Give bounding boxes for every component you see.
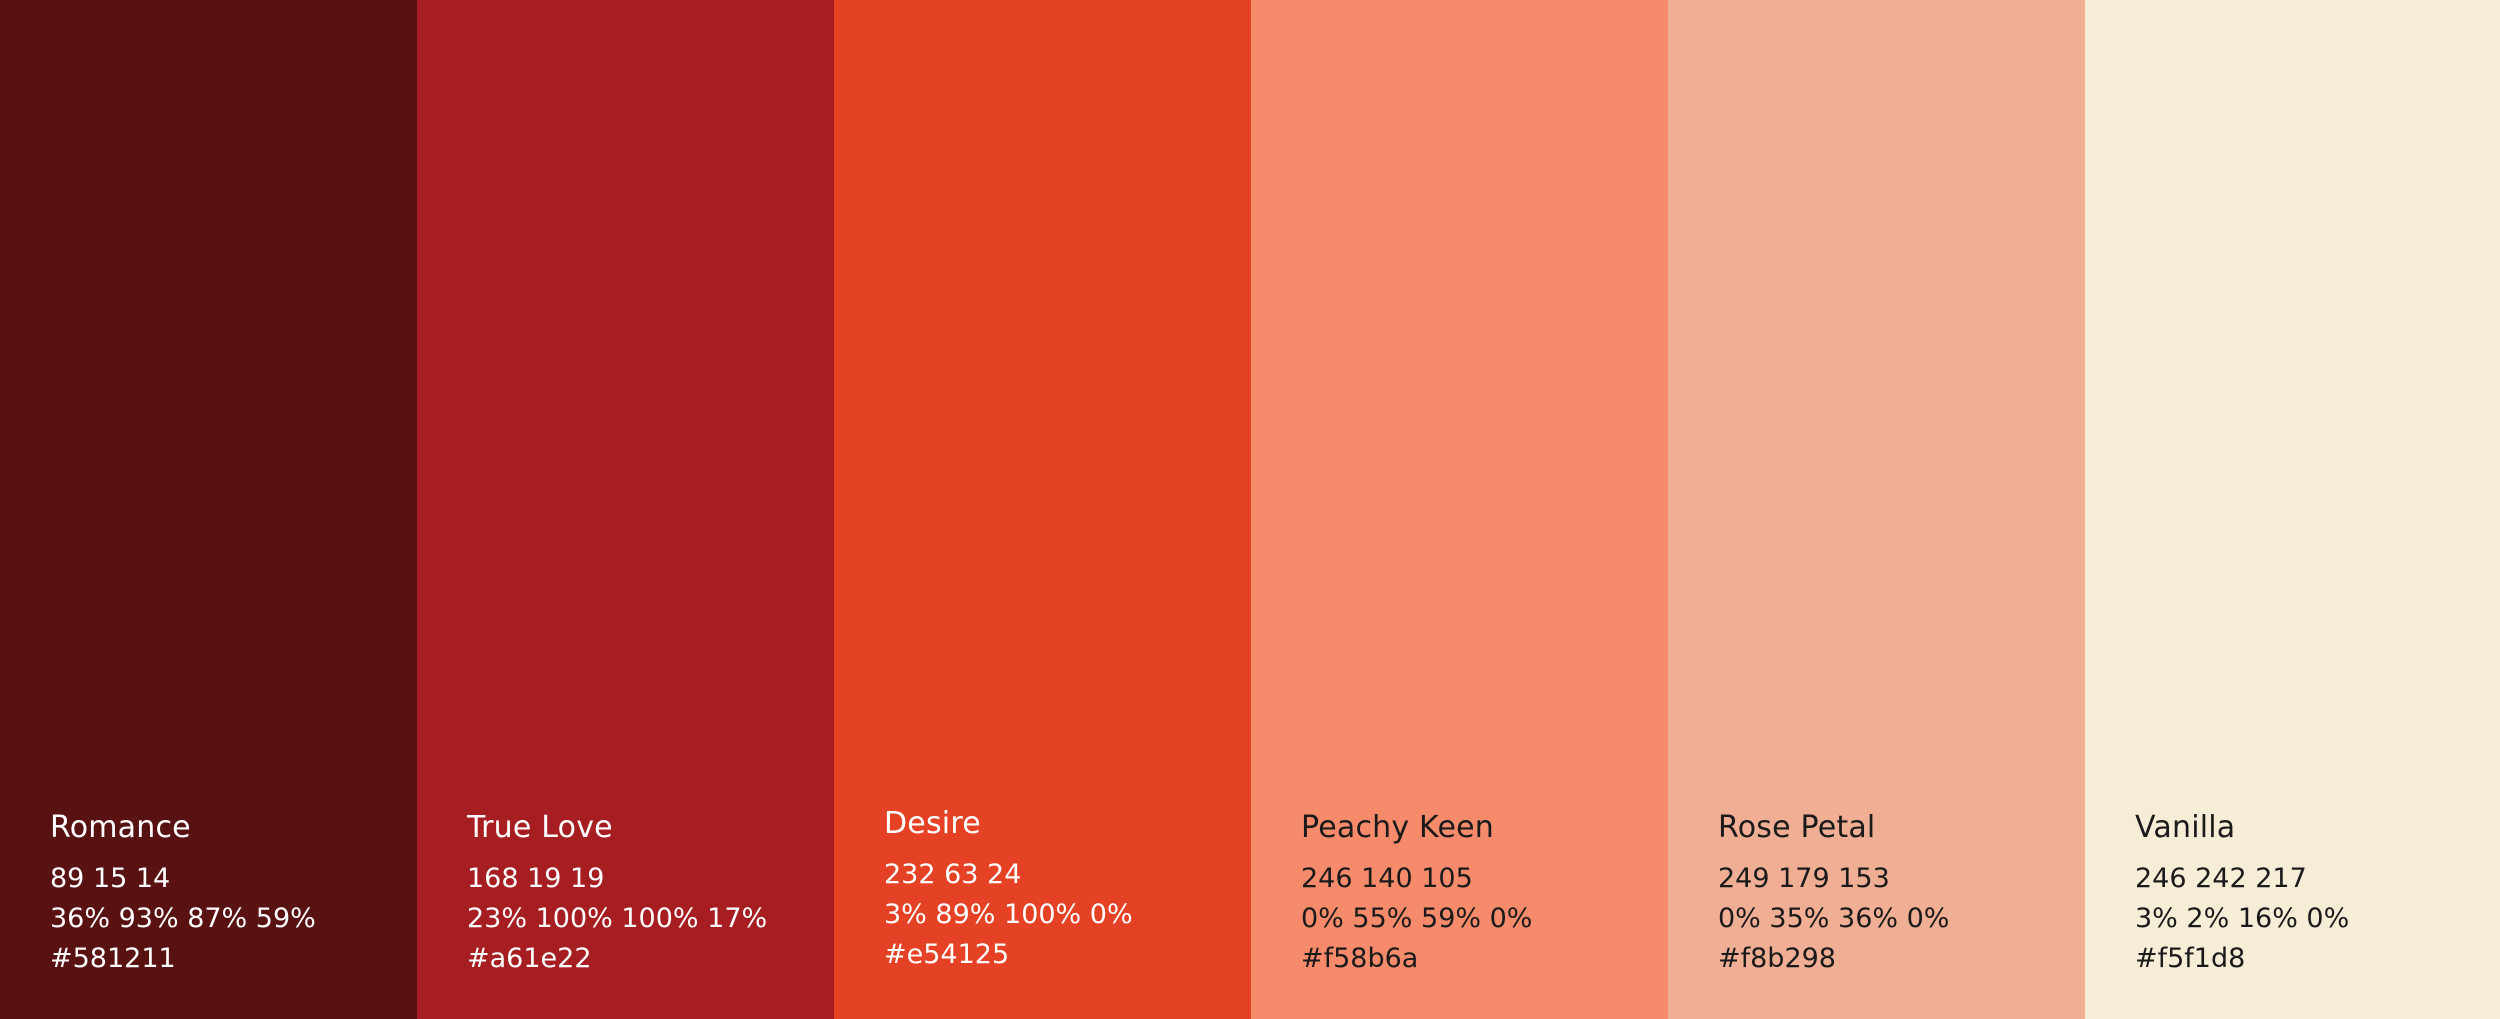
swatch-name: True Love: [467, 810, 613, 845]
swatch-hex: #f5f1d8: [2135, 943, 2246, 974]
swatch-hex: #f58b6a: [1301, 943, 1419, 974]
swatch-info: True Love 168 19 19 23% 100% 100% 17% #a…: [467, 810, 767, 979]
swatch-vanilla: Vanilla 246 242 217 3% 2% 16% 0% #f5f1d8: [2085, 0, 2500, 1019]
swatch-desire: Desire 232 63 24 3% 89% 100% 0% #e54125: [834, 0, 1251, 1019]
swatch-name: Desire: [884, 806, 981, 841]
swatch-rgb: 249 179 153: [1718, 863, 1890, 894]
swatch-romance: Romance 89 15 14 36% 93% 87% 59% #581211: [0, 0, 417, 1019]
swatch-peachy-keen: Peachy Keen 246 140 105 0% 55% 59% 0% #f…: [1251, 0, 1668, 1019]
swatch-hex: #a61e22: [467, 943, 592, 974]
swatch-rgb: 246 140 105: [1301, 863, 1473, 894]
swatch-info: Peachy Keen 246 140 105 0% 55% 59% 0% #f…: [1301, 810, 1532, 979]
swatch-true-love: True Love 168 19 19 23% 100% 100% 17% #a…: [417, 0, 834, 1019]
swatch-cmyk: 3% 89% 100% 0%: [884, 899, 1133, 930]
swatch-info: Vanilla 246 242 217 3% 2% 16% 0% #f5f1d8: [2135, 810, 2349, 979]
swatch-cmyk: 3% 2% 16% 0%: [2135, 903, 2350, 934]
swatch-cmyk: 0% 35% 36% 0%: [1718, 903, 1950, 934]
swatch-name: Vanilla: [2135, 810, 2236, 845]
swatch-rgb: 168 19 19: [467, 863, 605, 894]
swatch-cmyk: 0% 55% 59% 0%: [1301, 903, 1533, 934]
swatch-hex: #f8b298: [1718, 943, 1836, 974]
swatch-hex: #581211: [50, 943, 176, 974]
swatch-rgb: 246 242 217: [2135, 863, 2307, 894]
swatch-name: Peachy Keen: [1301, 810, 1494, 845]
swatch-rgb: 232 63 24: [884, 859, 1022, 890]
swatch-rgb: 89 15 14: [50, 863, 171, 894]
swatch-info: Desire 232 63 24 3% 89% 100% 0% #e54125: [884, 806, 1133, 975]
swatch-cmyk: 23% 100% 100% 17%: [467, 903, 768, 934]
swatch-rose-petal: Rose Petal 249 179 153 0% 35% 36% 0% #f8…: [1668, 0, 2085, 1019]
swatch-info: Romance 89 15 14 36% 93% 87% 59% #581211: [50, 810, 316, 979]
swatch-name: Rose Petal: [1718, 810, 1876, 845]
swatch-name: Romance: [50, 810, 191, 845]
swatch-info: Rose Petal 249 179 153 0% 35% 36% 0% #f8…: [1718, 810, 1949, 979]
swatch-cmyk: 36% 93% 87% 59%: [50, 903, 316, 934]
swatch-hex: #e54125: [884, 939, 1010, 970]
